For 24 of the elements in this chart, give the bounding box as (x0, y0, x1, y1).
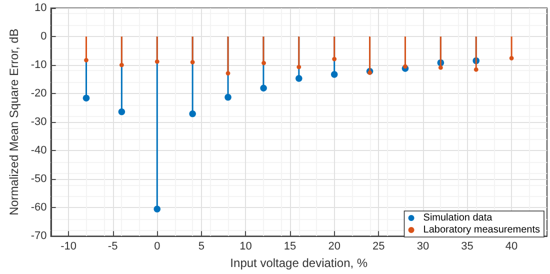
x-tick-label: 0 (154, 240, 160, 253)
x-tick-label: -10 (60, 240, 76, 253)
x-tick-label: 40 (505, 240, 518, 253)
y-tick-label: -20 (30, 88, 47, 100)
y-tick-label: -50 (30, 173, 47, 186)
y-tick-label: 10 (34, 2, 47, 14)
x-tick-label: 20 (328, 240, 340, 253)
x-tick-label: 10 (240, 240, 252, 253)
y-tick-label: -30 (30, 116, 47, 128)
x-axis-title: Input voltage deviation, % (230, 256, 368, 270)
y-tick-label: -10 (30, 59, 47, 72)
x-tick-label: 35 (461, 240, 474, 253)
y-tick-label: -70 (30, 230, 47, 242)
y-tick-label: 0 (40, 30, 47, 43)
legend-label: Simulation data (423, 212, 493, 224)
x-tick-label: 5 (198, 240, 204, 253)
y-tick-label: -60 (30, 202, 47, 214)
x-tick-label: 25 (372, 240, 385, 253)
y-tick-label: -40 (30, 144, 47, 157)
x-tick-label: 15 (284, 240, 296, 253)
legend-label: Laboratory measurements (423, 224, 540, 236)
y-axis-title: Normalized Mean Square Error, dB (7, 28, 21, 216)
x-tick-label: -5 (108, 240, 118, 253)
x-tick-label: 30 (416, 240, 430, 253)
